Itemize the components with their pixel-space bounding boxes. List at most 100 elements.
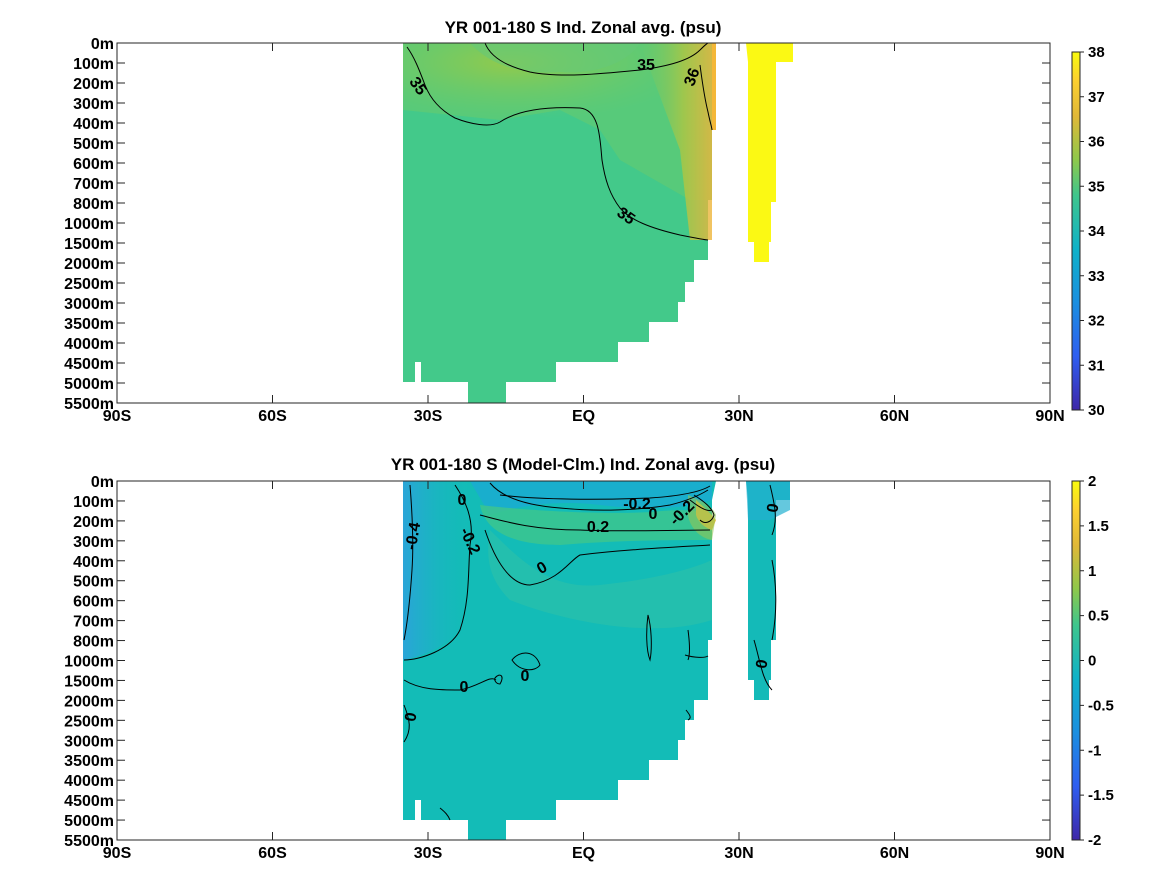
colorbar-tick-label: 38 (1088, 44, 1105, 61)
contour-line (494, 674, 503, 685)
y-tick-label: 300m (73, 96, 114, 113)
colorbar-tick-label: 30 (1088, 402, 1105, 419)
x-tick-label: 60N (880, 408, 909, 425)
contour-label: 0.2 (587, 519, 609, 536)
panel-1-salty-surface (403, 43, 712, 140)
y-tick-label: 800m (73, 634, 114, 651)
y-tick-label: 5000m (64, 376, 114, 393)
y-tick-label: 400m (73, 116, 114, 133)
x-tick-label: 60S (258, 408, 287, 425)
colorbar-tick-label: -1 (1088, 742, 1101, 759)
x-tick-label: 90N (1035, 845, 1064, 862)
y-tick-label: 2500m (64, 276, 114, 293)
y-tick-label: 100m (73, 56, 114, 73)
panel-1-red-sea (746, 43, 785, 262)
x-tick-label: 90N (1035, 408, 1064, 425)
panel-2: YR 001-180 S (Model-Clm.) Ind. Zonal avg… (64, 455, 1114, 862)
y-tick-label: 1500m (64, 673, 114, 690)
panel-2-y-axis: 0m 100m 200m 300m 400m 500m 600m 700m 800m 1000m 1… (64, 474, 1050, 850)
colorbar-tick-label: 0.5 (1088, 608, 1109, 625)
contour-label: 0 (402, 711, 420, 723)
panel-2-colorbar (1071, 480, 1081, 841)
y-tick-label: 3000m (64, 733, 114, 750)
y-tick-label: 4000m (64, 336, 114, 353)
y-tick-label: 4500m (64, 356, 114, 373)
contour-label: 0 (460, 679, 469, 696)
panel-1-colorbar (1071, 51, 1081, 411)
y-tick-label: 300m (73, 534, 114, 551)
colorbar-tick-label: 32 (1088, 313, 1105, 330)
y-tick-label: 2500m (64, 713, 114, 730)
x-tick-label: 30S (414, 408, 443, 425)
contour-line (499, 485, 711, 500)
contour-line (484, 529, 711, 586)
colorbar-tick-label: 33 (1088, 268, 1105, 285)
y-tick-label: 0m (91, 36, 114, 53)
panel-1-colorbar-ticks: 38 37 36 35 34 33 32 31 30 (1080, 44, 1105, 419)
contour-line (687, 629, 690, 661)
contour-line (403, 484, 472, 661)
panel-1-red-sea-top (785, 43, 793, 62)
contour-line (489, 482, 709, 511)
contour-label: 0 (458, 492, 467, 509)
y-tick-label: 0m (91, 474, 114, 491)
y-tick-label: 3500m (64, 316, 114, 333)
colorbar-tick-label: 1 (1088, 563, 1096, 580)
panel-2-colorbar-ticks: 2 1.5 1 0.5 0 -0.5 -1 -1.5 -2 (1080, 473, 1114, 849)
contour-line (511, 652, 541, 671)
y-tick-label: 1500m (64, 236, 114, 253)
contour-line (479, 514, 711, 532)
contour-line (403, 484, 414, 641)
panel-1-field (403, 43, 793, 403)
contour-line (403, 678, 497, 691)
colorbar-tick-label: 34 (1088, 223, 1105, 240)
y-tick-label: 3000m (64, 296, 114, 313)
y-tick-label: 1000m (64, 216, 114, 233)
panel-2-contours (403, 482, 777, 821)
y-tick-label: 500m (73, 574, 114, 591)
panel-2-red-sea (746, 481, 790, 700)
colorbar-tick-label: -1.5 (1088, 787, 1114, 804)
colorbar-tick-label: 2 (1088, 473, 1096, 490)
y-tick-label: 800m (73, 196, 114, 213)
panel-1-eastern-edge (640, 43, 712, 240)
panel-2-subsurface-green (480, 505, 712, 545)
contour-label: -0.4 (403, 521, 425, 551)
contour-line (693, 494, 715, 523)
y-tick-label: 2000m (64, 693, 114, 710)
y-tick-label: 600m (73, 156, 114, 173)
panel-2-west-fresh (403, 481, 475, 660)
y-tick-label: 100m (73, 494, 114, 511)
panel-2-surface-blue (470, 481, 712, 515)
panel-1: YR 001-180 S Ind. Zonal avg. (psu) 35 35… (64, 18, 1105, 425)
panel-2-title: YR 001-180 S (Model-Clm.) Ind. Zonal avg… (391, 455, 775, 474)
colorbar-tick-label: 36 (1088, 134, 1105, 151)
y-tick-label: 700m (73, 614, 114, 631)
y-tick-label: 4500m (64, 793, 114, 810)
panel-2-red-sea-surface (746, 481, 790, 520)
x-tick-label: 90S (103, 845, 132, 862)
colorbar-tick-label: 35 (1088, 178, 1105, 195)
y-tick-label: 700m (73, 176, 114, 193)
y-tick-label: 3500m (64, 753, 114, 770)
y-tick-label: 5000m (64, 813, 114, 830)
contour-line (689, 499, 713, 511)
x-tick-label: 30S (414, 845, 443, 862)
y-tick-label: 600m (73, 594, 114, 611)
contour-line (439, 807, 451, 821)
y-tick-label: 200m (73, 76, 114, 93)
contour-label: 0 (753, 658, 771, 670)
contour-label: 36 (681, 66, 703, 89)
y-tick-label: 500m (73, 136, 114, 153)
y-tick-label: 5500m (64, 396, 114, 413)
x-tick-label: 30N (724, 408, 753, 425)
panel-1-surface-fresh (470, 43, 640, 73)
contour-line (753, 639, 773, 691)
x-tick-label: EQ (572, 408, 595, 425)
x-tick-label: EQ (572, 845, 595, 862)
contour-label: 0 (649, 506, 658, 523)
contour-line (646, 614, 652, 662)
contour-line (769, 484, 776, 536)
contour-line (699, 64, 713, 131)
